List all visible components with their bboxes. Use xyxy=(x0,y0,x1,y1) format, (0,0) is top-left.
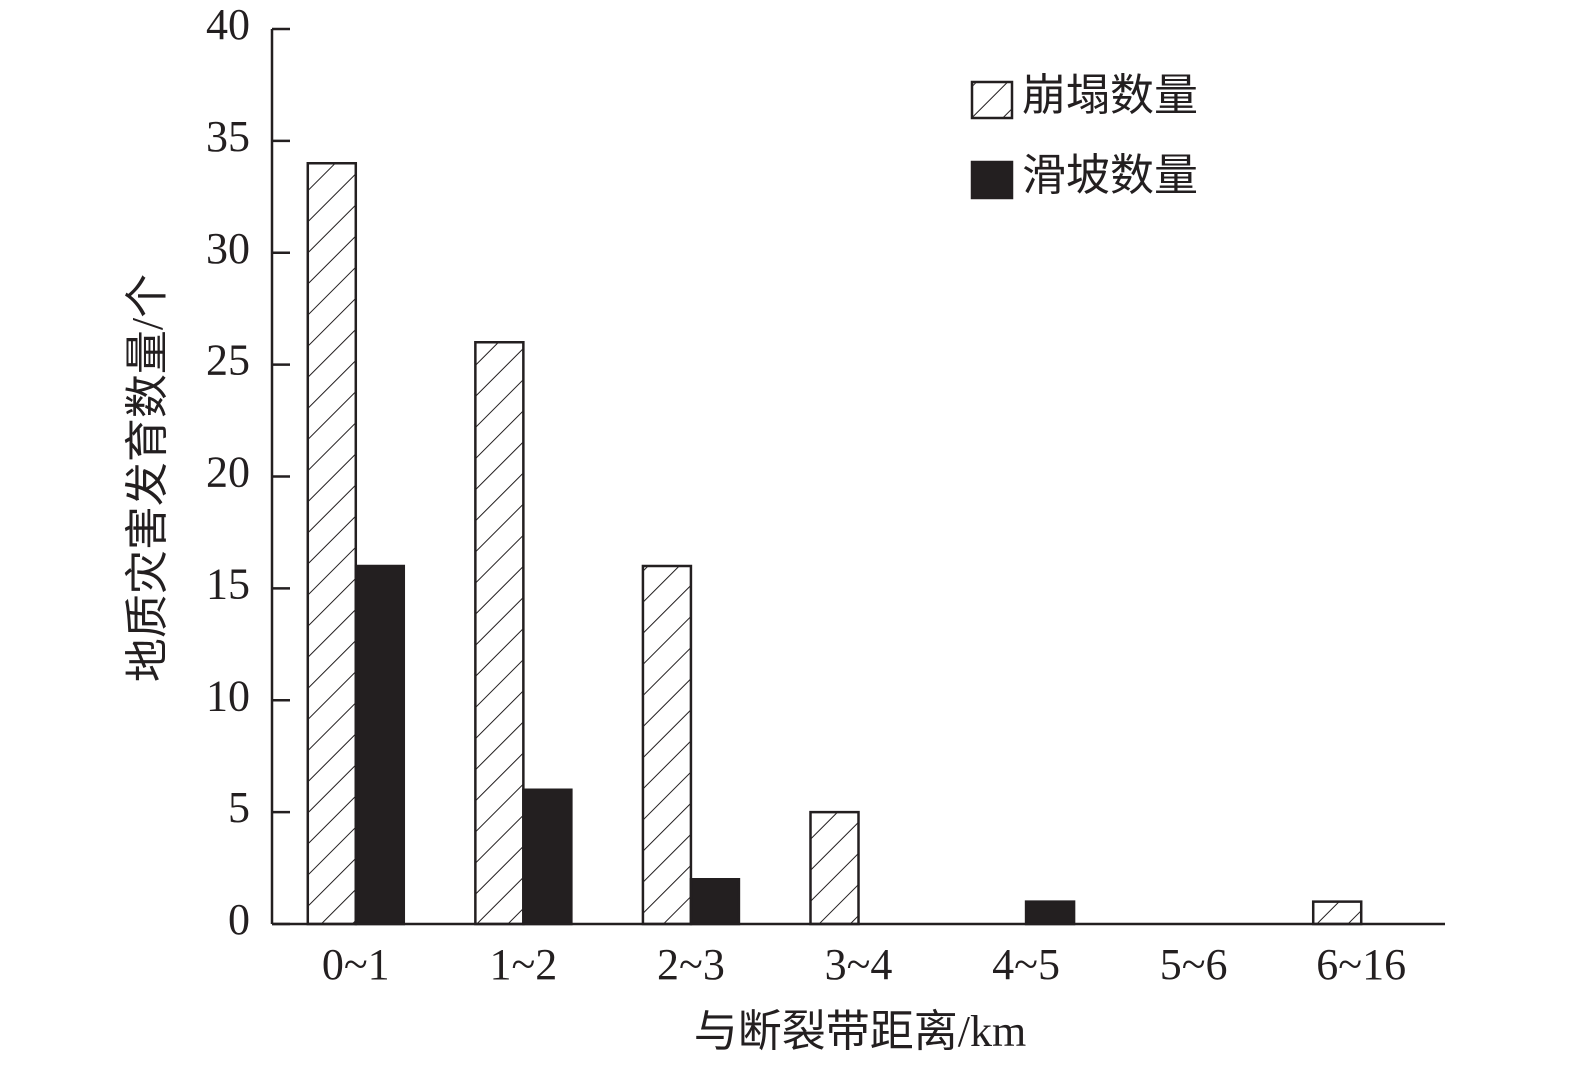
x-tick-label: 6~16 xyxy=(1316,940,1406,989)
y-tick-label: 25 xyxy=(206,336,250,385)
y-tick-label: 40 xyxy=(206,0,250,49)
bar xyxy=(809,810,860,926)
y-axis-label: 地质灾害发育数量/个 xyxy=(123,274,172,682)
bar xyxy=(641,564,693,926)
bar xyxy=(1024,900,1076,926)
bar xyxy=(689,878,741,926)
x-tick-label: 4~5 xyxy=(992,940,1060,989)
bar xyxy=(1311,900,1363,926)
y-tick-label: 0 xyxy=(228,895,250,944)
y-tick-label: 15 xyxy=(206,559,250,608)
legend-label: 滑坡数量 xyxy=(1022,151,1198,200)
bar xyxy=(354,564,406,926)
x-tick-label: 5~6 xyxy=(1160,940,1228,989)
x-tick-label: 3~4 xyxy=(825,940,893,989)
x-tick-label: 1~2 xyxy=(489,940,557,989)
y-tick-label: 10 xyxy=(206,671,250,720)
y-tick-label: 20 xyxy=(206,448,250,497)
y-tick-label: 30 xyxy=(206,224,250,273)
y-tick-label: 5 xyxy=(228,783,250,832)
x-tick-label: 2~3 xyxy=(657,940,725,989)
legend-swatch xyxy=(970,160,1014,200)
y-tick-label: 35 xyxy=(206,112,250,161)
x-axis-label: 与断裂带距离/km xyxy=(694,1007,1026,1056)
x-tick-label: 0~1 xyxy=(322,940,390,989)
legend-label: 崩塌数量 xyxy=(1022,71,1198,120)
legend-swatch xyxy=(970,80,1014,120)
bar xyxy=(522,788,573,926)
bar xyxy=(306,162,358,926)
bar xyxy=(474,341,525,926)
